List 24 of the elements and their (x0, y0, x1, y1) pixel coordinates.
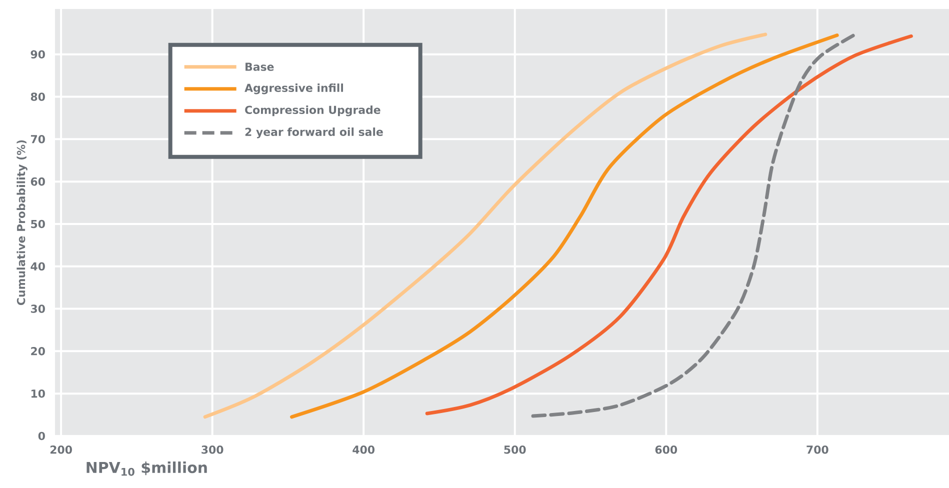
x-tick-label: 700 (806, 446, 828, 454)
x-tick-label: 300 (202, 446, 224, 454)
y-tick-label: 20 (31, 347, 45, 356)
x-axis-title: NPV$_{10}$ $million (86, 462, 207, 476)
y-tick-label: 40 (30, 262, 45, 271)
y-tick-label: 80 (30, 92, 45, 101)
y-tick-label: 70 (30, 135, 45, 144)
legend-label: 2 year forward oil sale (245, 128, 383, 138)
x-tick-label: 500 (504, 446, 526, 454)
y-tick-label: 0 (38, 432, 45, 440)
x-tick-label: 600 (655, 446, 678, 454)
y-tick-label: 60 (30, 177, 45, 186)
y-tick-label: 90 (30, 50, 45, 59)
line-series (425, 34, 913, 416)
y-tick-label: 30 (30, 304, 45, 313)
x-tick-label: 400 (352, 446, 375, 454)
line-series (203, 32, 768, 419)
y-axis-title: Cumulative Probability (%) (16, 140, 28, 305)
x-tick-label: 200 (50, 446, 72, 454)
y-tick-label: 10 (31, 389, 45, 398)
legend-label: Base (246, 62, 274, 71)
legend-label: Compression Upgrade (245, 106, 380, 116)
y-tick-label: 50 (31, 220, 45, 228)
legend-label: Aggressive infill (244, 84, 343, 94)
